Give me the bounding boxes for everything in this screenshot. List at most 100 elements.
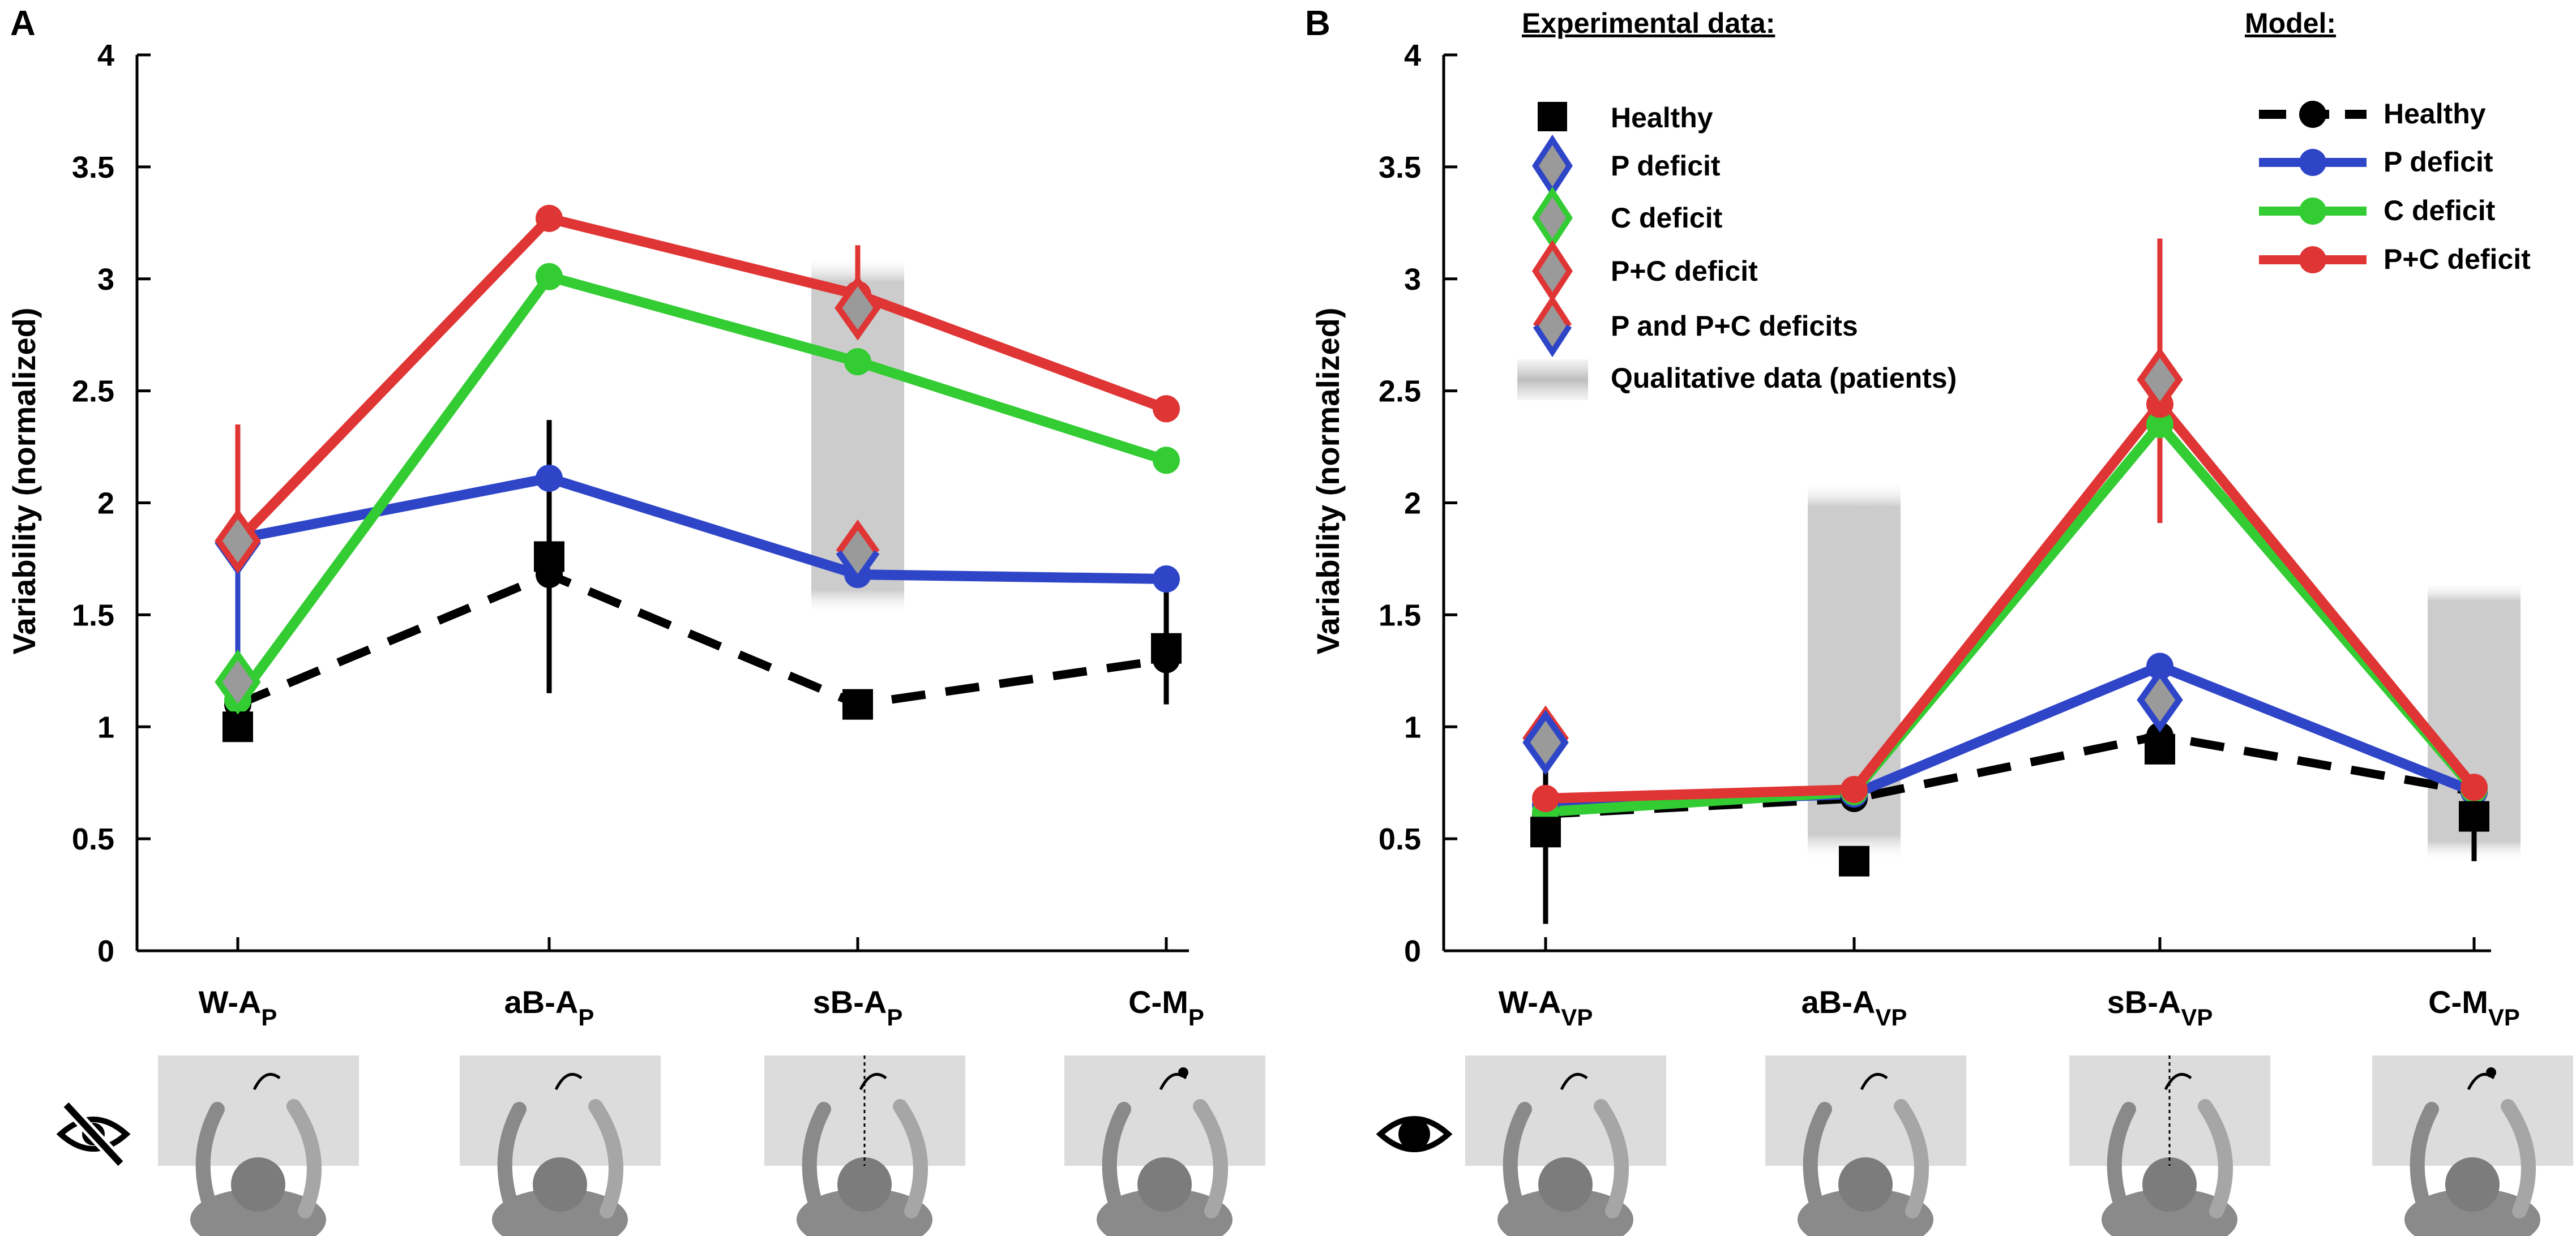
y-tick-label-b: 0 xyxy=(1404,934,1421,968)
y-tick-label-b: 3 xyxy=(1404,263,1421,297)
legend-model-p-dot-icon xyxy=(2299,149,2326,176)
legend-p-and-pc-diamond-icon xyxy=(1533,294,1572,358)
legend-exp-healthy: Healthy xyxy=(1611,102,1713,134)
legend-exp-qualitative: Qualitative data (patients) xyxy=(1611,362,1957,394)
model-point-b-pc_deficit xyxy=(1532,784,1559,812)
y-tick-label-a: 1.5 xyxy=(72,598,114,632)
model-point-a-pc_deficit xyxy=(536,204,563,232)
model-point-a-p_deficit xyxy=(1153,565,1180,593)
model-point-a-c_deficit xyxy=(536,263,563,290)
legend-p-deficit-diamond-icon xyxy=(1532,134,1573,198)
model-line-b-c_deficit xyxy=(1545,419,2478,817)
x-tick-label-b: C-MVP xyxy=(2428,984,2520,1031)
legend-model-p-deficit: P deficit xyxy=(2384,146,2493,178)
exp-healthy-square-a xyxy=(842,689,873,720)
x-tick-label-b: W-AVP xyxy=(1499,984,1593,1031)
y-tick-label-b: 0.5 xyxy=(1379,822,1421,856)
model-line-b-p_deficit xyxy=(1545,661,2476,810)
x-tick-label-a: C-MP xyxy=(1128,984,1204,1031)
y-tick-label-a: 4 xyxy=(97,38,114,72)
model-point-a-p_deficit xyxy=(536,464,563,492)
exp-diamond-b-p_deficit xyxy=(1522,710,1569,775)
exp-diamond-a-pc_deficit xyxy=(215,508,261,574)
y-tick-label-a: 0.5 xyxy=(72,822,114,856)
legend-pc-deficit-diamond-icon xyxy=(1532,239,1573,303)
legend-experimental-title: Experimental data: xyxy=(1522,7,1775,39)
y-tick-label-a: 2 xyxy=(97,487,114,521)
task-scene-b-0 xyxy=(1465,1055,1666,1236)
legend-model-c-deficit: C deficit xyxy=(2384,195,2496,226)
exp-healthy-square-a xyxy=(222,711,253,743)
y-tick-label-b: 3.5 xyxy=(1379,151,1421,184)
y-axis-label-b: Variability (normalized) xyxy=(1310,307,1346,654)
x-tick-label-a: sB-AP xyxy=(813,984,903,1031)
panel-label-a: A xyxy=(10,4,36,43)
y-tick-label-a: 3.5 xyxy=(72,151,114,184)
legend-model: Model: Healthy P deficit C deficit P+C d… xyxy=(2245,7,2531,275)
exp-diamond-a-c_deficit xyxy=(215,649,261,715)
legend-model-healthy-dot-icon xyxy=(2299,101,2326,128)
x-tick-label-b: sB-AVP xyxy=(2107,984,2213,1031)
legend-model-title: Model: xyxy=(2245,7,2336,39)
exp-healthy-square-b xyxy=(2145,733,2175,765)
y-tick-label-b: 2.5 xyxy=(1379,375,1421,409)
exp-diamond-a-p-and-pc xyxy=(836,520,880,585)
y-tick-label-b: 1.5 xyxy=(1379,598,1421,632)
task-scene-a-0 xyxy=(158,1055,359,1236)
model-point-a-c_deficit xyxy=(844,348,871,376)
legend-exp-p-and-pc: P and P+C deficits xyxy=(1611,310,1858,342)
legend-model-pc-deficit: P+C deficit xyxy=(2384,243,2531,275)
exp-healthy-square-a xyxy=(1151,633,1182,664)
task-scene-a-2 xyxy=(764,1055,965,1236)
model-point-a-c_deficit xyxy=(1153,447,1180,474)
model-line-a-c_deficit xyxy=(233,271,1168,703)
model-line-b-pc_deficit xyxy=(1545,399,2478,804)
exp-healthy-square-b xyxy=(2459,801,2489,832)
exp-healthy-square-b xyxy=(1839,846,1869,877)
y-tick-label-b: 4 xyxy=(1404,38,1421,72)
y-tick-label-a: 3 xyxy=(97,263,114,297)
legend-exp-c-deficit: C deficit xyxy=(1611,202,1723,234)
y-axis-label-a: Variability (normalized) xyxy=(6,307,42,654)
model-line-a-p_deficit xyxy=(237,473,1167,585)
task-scene-a-1 xyxy=(460,1055,661,1236)
y-tick-label-a: 0 xyxy=(97,934,114,968)
model-point-a-pc_deficit xyxy=(1153,395,1180,423)
panel-a-plot: 0 0.5 1 1.5 2 2.5 3 3.5 4 W-AP aB-AP sB-AP C-MP xyxy=(72,38,1204,1031)
task-scene-b-1 xyxy=(1765,1055,1966,1236)
task-illustrations xyxy=(158,1055,2573,1236)
legend-c-deficit-diamond-icon xyxy=(1532,186,1573,250)
task-scene-a-3 xyxy=(1064,1055,1265,1236)
exp-diamond-b-pc_deficit xyxy=(2137,347,2183,413)
task-scene-b-2 xyxy=(2069,1055,2270,1236)
legend-exp-p-deficit: P deficit xyxy=(1611,150,1721,182)
x-tick-label-a: W-AP xyxy=(199,984,277,1031)
y-tick-label-b: 2 xyxy=(1404,487,1421,521)
y-tick-label-a: 1 xyxy=(97,710,114,744)
exp-diamond-a-pc_deficit xyxy=(835,275,881,341)
x-tick-label-b: aB-AVP xyxy=(1802,984,1907,1031)
legend-model-healthy: Healthy xyxy=(2384,98,2486,130)
model-line-a-pc_deficit xyxy=(234,213,1169,545)
legend-model-c-dot-icon xyxy=(2299,198,2326,225)
model-line-a-healthy xyxy=(236,570,1167,709)
legend-exp-pc-deficit: P+C deficit xyxy=(1611,255,1758,287)
model-point-b-c_deficit xyxy=(2146,410,2173,438)
legend-experimental: Experimental data: Healthy P deficit C d… xyxy=(1517,7,1957,400)
model-line-b-healthy xyxy=(1545,731,2475,819)
exp-healthy-square-a xyxy=(534,541,564,572)
panel-b-plot: 0 0.5 1 1.5 2 2.5 3 3.5 4 W-AVP aB-AVP sB-AVP C-MVP xyxy=(1379,38,2521,1031)
model-point-b-p_deficit xyxy=(2146,653,2173,680)
model-point-b-pc_deficit xyxy=(2461,774,2488,801)
legend-model-pc-dot-icon xyxy=(2299,246,2326,273)
model-point-b-pc_deficit xyxy=(1841,776,1868,804)
x-tick-label-a: aB-AP xyxy=(504,984,594,1031)
legend-healthy-square-icon xyxy=(1538,102,1567,131)
eye-icon xyxy=(1376,1116,1453,1152)
exp-diamond-b-p_deficit xyxy=(2137,667,2183,733)
task-scene-b-3 xyxy=(2372,1055,2573,1236)
legend-qualitative-band-icon xyxy=(1517,359,1588,400)
y-tick-label-a: 2.5 xyxy=(72,375,114,409)
y-tick-label-b: 1 xyxy=(1404,710,1421,744)
